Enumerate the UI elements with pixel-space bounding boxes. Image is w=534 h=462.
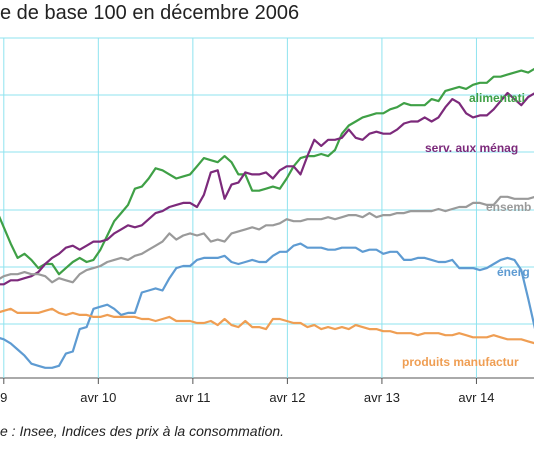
- x-tick-label: avr 11: [175, 390, 210, 405]
- series-lines: [0, 67, 534, 369]
- series-label: serv. aux ménag: [425, 141, 518, 155]
- series-line: [0, 67, 534, 276]
- series-label: produits manufactur: [402, 355, 519, 369]
- x-axis-ticks: 9 avr 10 avr 11 avr 12 avr 13 avr 14: [0, 378, 495, 405]
- series-label: énerg: [497, 265, 530, 279]
- x-tick-label: 9: [0, 390, 7, 405]
- series-line: [0, 195, 534, 284]
- series-line: [0, 91, 534, 286]
- chart-title: e de base 100 en décembre 2006: [0, 2, 300, 24]
- series-line: [0, 242, 534, 369]
- series-labels: alimentati serv. aux ménag ensemb énerg prod…: [402, 91, 531, 369]
- x-tick-label: avr 12: [269, 390, 305, 405]
- x-tick-label: avr 10: [80, 390, 116, 405]
- series-label: ensemb: [486, 200, 531, 214]
- x-tick-label: avr 13: [364, 390, 400, 405]
- source-note: e : Insee, Indices des prix à la consomm…: [0, 423, 285, 439]
- x-tick-label: avr 14: [458, 390, 494, 405]
- series-label: alimentati: [469, 91, 525, 105]
- series-line: [0, 307, 534, 345]
